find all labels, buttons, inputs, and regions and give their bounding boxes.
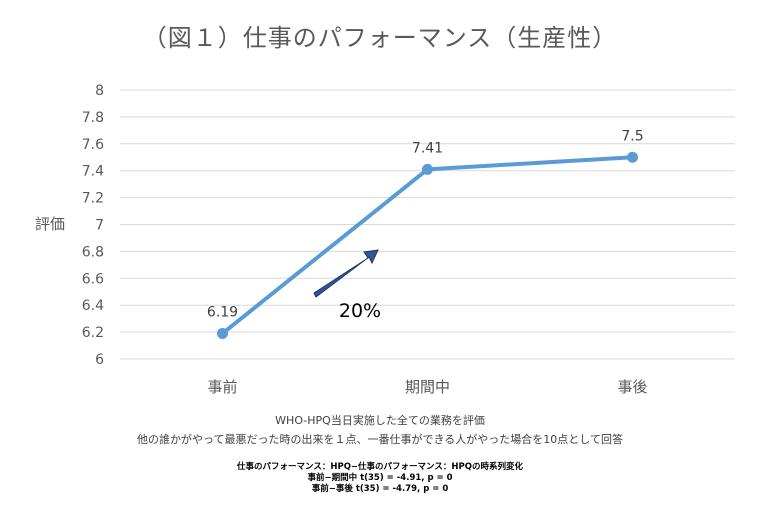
data-label: 7.5 [621,128,643,144]
y-tick-label: 7.8 [82,110,104,126]
y-axis-label: 評価 [35,215,65,233]
stats-heading: 仕事のパフォーマンス：HPQ−仕事のパフォーマンス：HPQの時系列変化 [237,462,523,472]
y-tick-label: 6.6 [82,271,104,287]
y-tick-label: 6.2 [82,325,104,341]
data-point [217,327,228,339]
y-tick-label: 6.4 [82,298,104,314]
series-group: 6.19 7.41 7.5 [207,128,644,339]
x-tick-label: 事前 [207,378,237,396]
data-label: 7.41 [412,140,443,156]
x-tick-label: 期間中 [405,378,450,396]
stats-row-1: 事前−期間中 t(35) = -4.91, p = 0 [307,473,453,483]
y-tick-label: 7.6 [82,137,104,153]
data-point [422,163,433,175]
note-line-2: 他の誰かがやって最悪だった時の出来を１点、一番仕事ができる人がやった場合を10点… [137,433,623,446]
chart-title: （図１）仕事のパフォーマンス（生産性） [142,24,618,52]
y-tick-label: 6 [95,352,104,368]
y-tick-label: 7.2 [82,191,104,207]
data-label: 6.19 [207,304,238,320]
x-axis-tick-labels: 事前 期間中 事後 [207,378,647,396]
line-chart: 6 6.2 6.4 6.6 6.8 7 7.2 7.4 7.6 7.8 8 事前 期間中 事後 評価 6… [35,83,735,396]
growth-annotation-label: 20% [339,300,381,322]
note-line-1: WHO-HPQ当日実施した全ての業務を評価 [275,414,485,427]
x-tick-label: 事後 [617,378,647,396]
gridlines [120,89,735,360]
trend-arrow-icon [313,249,379,298]
series-line [220,155,635,336]
y-tick-label: 7 [95,218,104,234]
y-tick-label: 6.8 [82,244,104,260]
y-axis-tick-labels: 6 6.2 6.4 6.6 6.8 7 7.2 7.4 7.6 7.8 8 [82,83,104,368]
y-tick-label: 8 [95,83,104,99]
y-tick-label: 7.4 [82,164,104,180]
stats-row-2: 事前−事後 t(35) = -4.79, p = 0 [311,484,449,494]
growth-annotation: 20% [313,249,381,322]
data-point [627,151,638,163]
